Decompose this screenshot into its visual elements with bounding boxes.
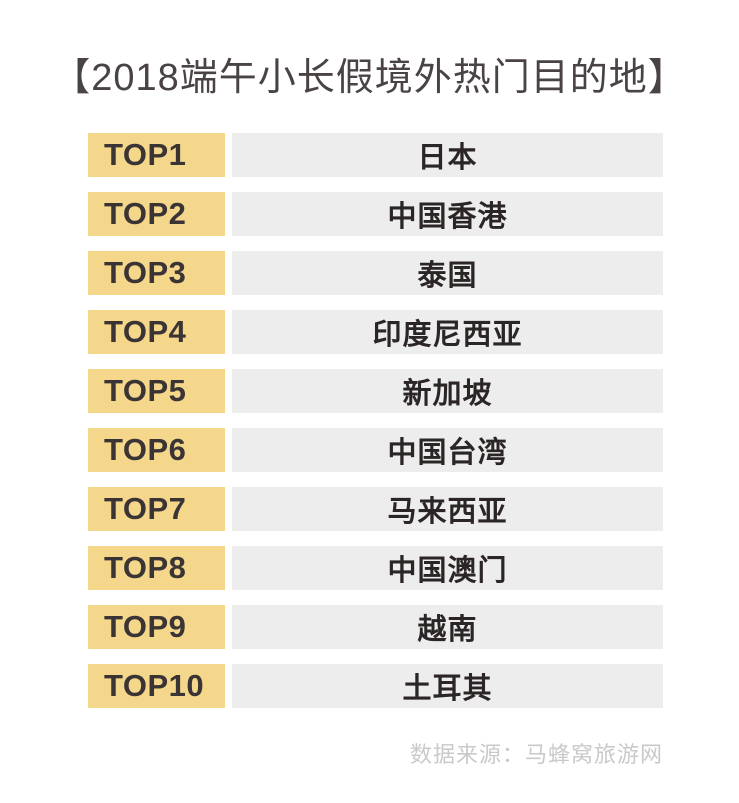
table-row: TOP3 泰国 (88, 251, 663, 295)
table-row: TOP7 马来西亚 (88, 487, 663, 531)
table-row: TOP2 中国香港 (88, 192, 663, 236)
destination-cell: 中国台湾 (232, 428, 663, 472)
page-title: 【2018端午小长假境外热门目的地】 (52, 57, 687, 99)
rank-badge: TOP5 (88, 369, 225, 413)
destination-cell: 泰国 (232, 251, 663, 295)
destination-cell: 中国澳门 (232, 546, 663, 590)
table-row: TOP6 中国台湾 (88, 428, 663, 472)
table-row: TOP9 越南 (88, 605, 663, 649)
rank-badge: TOP4 (88, 310, 225, 354)
destination-cell: 印度尼西亚 (232, 310, 663, 354)
table-row: TOP8 中国澳门 (88, 546, 663, 590)
rank-badge: TOP8 (88, 546, 225, 590)
rank-badge: TOP9 (88, 605, 225, 649)
rank-badge: TOP6 (88, 428, 225, 472)
destination-cell: 越南 (232, 605, 663, 649)
table-row: TOP5 新加坡 (88, 369, 663, 413)
rank-badge: TOP2 (88, 192, 225, 236)
destination-cell: 日本 (232, 133, 663, 177)
rank-badge: TOP7 (88, 487, 225, 531)
table-row: TOP10 土耳其 (88, 664, 663, 708)
destination-cell: 马来西亚 (232, 487, 663, 531)
destination-cell: 新加坡 (232, 369, 663, 413)
rank-badge: TOP10 (88, 664, 225, 708)
destination-cell: 中国香港 (232, 192, 663, 236)
rank-badge: TOP1 (88, 133, 225, 177)
data-source-credit: 数据来源：马蜂窝旅游网 (409, 742, 663, 767)
rank-badge: TOP3 (88, 251, 225, 295)
table-row: TOP4 印度尼西亚 (88, 310, 663, 354)
destination-cell: 土耳其 (232, 664, 663, 708)
table-row: TOP1 日本 (88, 133, 663, 177)
ranking-table: TOP1 日本 TOP2 中国香港 TOP3 泰国 TOP4 印度尼西亚 TOP… (88, 133, 663, 708)
